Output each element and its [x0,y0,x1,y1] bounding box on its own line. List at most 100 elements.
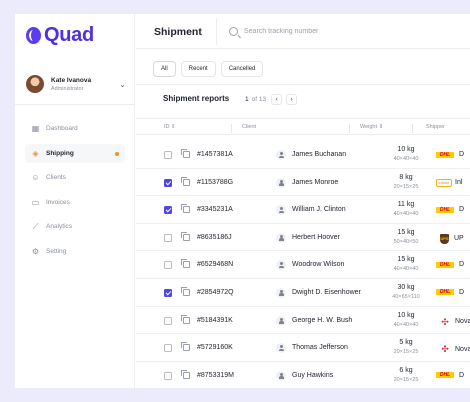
shipment-id: #1153788G [197,178,234,186]
nova-logo-icon: ✣ [441,316,449,327]
table-row[interactable]: #5184391K George H. W. Bush 10 kg 40×40×40 ✣… [136,307,470,335]
sort-icon: ⇕ [378,124,384,130]
weight-value: 5 kg [399,339,413,347]
avatar [26,75,44,93]
row-checkbox[interactable] [164,178,172,187]
user-icon [276,205,286,216]
filter-cancelled[interactable]: Cancelled [220,61,264,77]
weight-cell: 10 kg 40×40×40 [386,312,426,328]
sidebar-item-label: Shipping [46,149,74,157]
user-icon [276,260,286,271]
search-bar[interactable] [216,18,470,45]
copy-icon[interactable] [181,231,190,241]
sidebar-item-label: Clients [46,174,66,182]
box-icon: ◈ [32,148,39,158]
file-icon: ▭ [31,197,40,207]
column-separator [231,124,232,133]
copy-icon[interactable] [181,314,190,324]
client-name: William J. Clinton [292,206,346,214]
weight-cell: 5 kg 20×15×25 [386,339,426,355]
carrier-cell: ✣ Nova [436,317,470,327]
filter-all[interactable]: All [153,61,176,77]
app-window: Quad Kate Ivanova Administrator ⌄ ▦ Dash… [15,14,470,388]
copy-icon[interactable] [181,204,190,214]
table-row[interactable]: #3345231A William J. Clinton 11 kg 40×40×40… [136,196,470,224]
user-role: Administrator [51,85,84,92]
sidebar-item-label: Setting [46,247,67,255]
table-row[interactable]: #6529468N Woodrow Wilson 15 kg 40×40×40 DHL D [136,251,470,279]
search-icon [229,27,238,36]
table-row[interactable]: #1457381A James Buchanan 10 kg 40×40×40 DHL D [136,141,470,169]
copy-icon[interactable] [181,259,190,269]
user-name: Kate Ivanova [51,76,92,84]
row-checkbox[interactable] [164,288,172,297]
row-checkbox[interactable] [164,233,172,242]
shipment-id: #2854972Q [197,288,234,296]
column-header-id[interactable]: ID ⇕ [164,124,176,130]
table-row[interactable]: #8635186J Herbert Hoover 15 kg 50×40×50 UPS U… [136,224,470,252]
table-row[interactable]: #2854972Q Dwight D. Eisenhower 30 kg 40×65×… [136,279,470,307]
user-menu[interactable]: Kate Ivanova Administrator ⌄ [26,72,126,96]
row-checkbox[interactable] [164,206,172,215]
next-page-button[interactable]: › [286,94,298,105]
carrier-cell: DHL D [436,206,464,213]
chart-icon: ⟋ [32,222,39,232]
page-total: of 13 [251,96,267,103]
prev-page-button[interactable]: ‹ [271,94,283,105]
dhl-logo-icon: DHL [436,261,454,268]
user-icon [276,287,286,298]
copy-icon[interactable] [181,342,190,352]
table-row[interactable]: #1153788G James Monroe 8 kg 20×15×25 intime I… [136,169,470,197]
filter-recent[interactable]: Recent [180,61,216,77]
user-icon [276,150,286,160]
weight-cell: 11 kg 40×40×40 [386,201,426,217]
divider [136,84,470,85]
carrier-cell: DHL D [436,289,464,296]
copy-icon[interactable] [181,149,190,158]
row-checkbox[interactable] [164,316,172,325]
column-header-client[interactable]: Client [242,124,257,130]
sidebar-item-clients[interactable]: ☺ Clients [25,168,125,187]
column-header-shipper[interactable]: Shipper [426,124,445,130]
row-checkbox[interactable] [164,371,172,380]
dimensions: 40×65×110 [392,293,420,300]
table-body: #1457381A James Buchanan 10 kg 40×40×40 DHL D… [136,141,470,388]
app-logo[interactable]: Quad [26,24,94,47]
chevron-down-icon[interactable]: ⌄ [119,79,126,89]
search-input[interactable] [244,28,444,35]
row-checkbox[interactable] [164,344,172,353]
column-header-weight[interactable]: Weight ⇕ [360,124,384,130]
weight-value: 6 kg [399,366,413,374]
dhl-logo-icon: DHL [436,372,454,379]
weight-value: 10 kg [397,146,415,153]
weight-cell: 6 kg 20×15×25 [386,367,426,383]
carrier-cell: DHL D [436,151,464,158]
carrier-name: D [459,261,465,269]
weight-cell: 15 kg 40×40×40 [386,256,426,272]
sidebar-item-dashboard[interactable]: ▦ Dashboard [25,119,125,138]
weight-value: 10 kg [397,311,415,319]
sidebar-item-analytics[interactable]: ⟋ Analytics [25,217,125,236]
dimensions: 40×40×40 [393,211,419,218]
intime-logo-icon: intime [436,178,452,187]
page-title: Shipment [154,26,202,38]
grid-icon: ▦ [31,124,40,133]
sidebar-item-setting[interactable]: ⚙ Setting [25,242,125,261]
carrier-cell: UPS UP [436,233,464,244]
shipment-id: #8753319M [197,371,234,379]
sidebar-item-invoices[interactable]: ▭ Invoices [25,193,125,212]
carrier-name: D [459,371,465,379]
shipment-id: #5729160K [197,344,233,352]
table-row[interactable]: #8753319M Guy Hawkins 6 kg 20×15×25 DHL D [136,362,470,388]
main-content: Shipment All Recent Cancelled Shipment r… [136,14,470,388]
copy-icon[interactable] [181,176,190,186]
sidebar-item-shipping[interactable]: ◈ Shipping [25,143,125,163]
table-row[interactable]: #5729160K Thomas Jefferson 5 kg 20×15×25 ✣ No… [136,334,470,362]
dimensions: 50×40×50 [393,238,419,245]
copy-icon[interactable] [181,286,190,296]
carrier-cell: intime Inl [436,178,462,187]
copy-icon[interactable] [181,369,190,379]
row-checkbox[interactable] [164,261,172,270]
row-checkbox[interactable] [164,151,172,159]
client-name: James Buchanan [292,151,347,158]
